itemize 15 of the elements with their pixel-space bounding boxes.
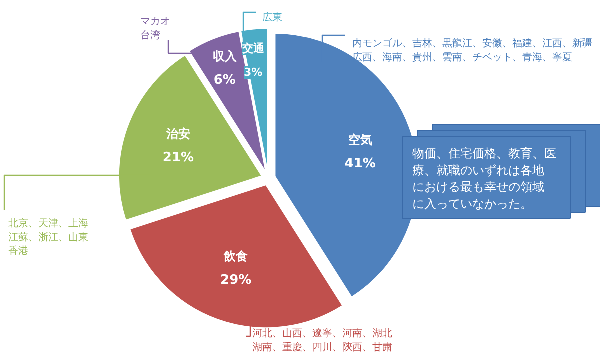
text: 北京、天津、上海江蘇、浙江、山東香港 — [8, 218, 88, 257]
slice-label: 収入 — [212, 49, 238, 64]
data-label: 6% — [214, 72, 236, 88]
text: 広東 — [262, 12, 282, 24]
slice-label: 飲食 — [223, 250, 248, 264]
slice-label: 交通 — [241, 42, 266, 55]
text: マカオ台湾 — [140, 16, 170, 42]
data-label: 3% — [244, 66, 263, 79]
data-label: 41% — [344, 156, 376, 172]
data-label: 21% — [162, 150, 194, 166]
text: 物価、住宅価格、教育、医療、就職のいずれは各地における最も幸せの領域に入っていなかった。 — [412, 146, 556, 211]
slice-label: 空気 — [348, 132, 372, 147]
text: 河北、山西、遼寧、河南、湖北湖南、重慶、四川、陝西、甘粛 — [252, 328, 392, 352]
data-label: 29% — [220, 273, 252, 288]
slice-label: 治安 — [165, 127, 190, 142]
